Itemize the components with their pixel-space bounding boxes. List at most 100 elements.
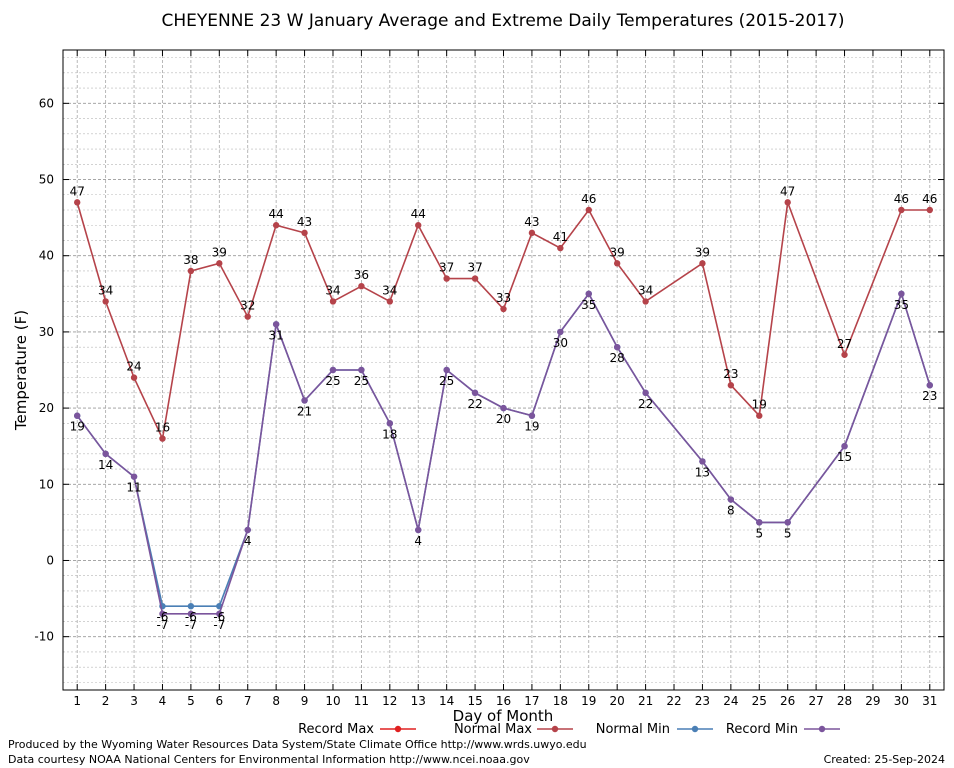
record-min-point — [841, 442, 848, 450]
record-min-point — [358, 366, 365, 374]
normal-max-point — [926, 206, 933, 214]
record-min-point — [784, 519, 791, 526]
record-min-label: 31 — [269, 328, 284, 342]
record-min-point — [102, 450, 109, 458]
record-min-point — [216, 610, 223, 618]
normal-max-label: 36 — [354, 268, 369, 282]
x-tick-label: 28 — [837, 694, 852, 708]
record-min-point — [898, 290, 905, 298]
record-min-label: 21 — [297, 404, 312, 418]
y-tick-label: 30 — [39, 325, 54, 339]
normal-max-label: 34 — [98, 283, 113, 297]
normal-max-label: 43 — [524, 215, 539, 229]
record-min-label: 25 — [354, 374, 369, 388]
record-min-label: 5 — [755, 526, 763, 540]
record-min-label: 35 — [581, 298, 596, 312]
record-min-label: 25 — [439, 374, 454, 388]
record-min-point — [386, 420, 394, 427]
record-min-label: 30 — [553, 336, 568, 350]
record-min-line — [76, 291, 931, 615]
normal-max-label: 44 — [269, 207, 284, 221]
record-min-point — [244, 526, 251, 534]
y-tick-label: 10 — [39, 477, 54, 491]
y-tick-label: 20 — [39, 401, 54, 415]
x-tick-label: 27 — [808, 694, 823, 708]
record-min-point — [756, 519, 763, 526]
x-tick-label: 3 — [130, 694, 138, 708]
x-tick-label: 6 — [215, 694, 223, 708]
normal-max-label: 38 — [183, 253, 198, 267]
normal-max-point — [358, 282, 365, 290]
record-min-label: 19 — [70, 420, 85, 434]
normal-max-point — [329, 298, 337, 305]
normal-max-point — [699, 260, 706, 267]
y-tick-label: -10 — [34, 630, 54, 644]
footer-data-courtesy: Data courtesy NOAA National Centers for … — [8, 753, 530, 766]
record-min-point — [699, 458, 706, 465]
normal-max-line — [76, 202, 930, 442]
x-tick-label: 4 — [159, 694, 167, 708]
x-tick-label: 31 — [922, 694, 937, 708]
normal-max-label: 19 — [752, 398, 767, 412]
normal-min-label: -6 — [156, 610, 168, 624]
chart-title: CHEYENNE 23 W January Average and Extrem… — [161, 11, 844, 31]
record-min-point — [74, 412, 81, 419]
record-min-point — [642, 389, 649, 397]
legend-marker-normal-min — [691, 725, 699, 733]
record-min-label: 4 — [244, 534, 252, 548]
footer-created: Created: 25-Sep-2024 — [823, 753, 945, 766]
record-min-point — [130, 473, 138, 480]
y-tick-label: 60 — [39, 96, 54, 110]
normal-max-label: 44 — [411, 207, 426, 221]
normal-max-label: 37 — [467, 261, 482, 275]
x-axis-title: Day of Month — [453, 707, 554, 725]
legend-label-normal-min: Normal Min — [596, 722, 670, 737]
x-tick-label: 23 — [695, 694, 710, 708]
normal-max-label: 24 — [126, 360, 141, 374]
normal-max-label: 23 — [723, 367, 738, 381]
record-min-label: 35 — [894, 298, 909, 312]
normal-max-point — [500, 305, 507, 313]
normal-max-point — [557, 244, 564, 252]
normal-max-point — [386, 298, 394, 305]
normal-max-point — [471, 275, 479, 282]
normal-max-point — [102, 298, 109, 305]
normal-max-label: 39 — [610, 245, 625, 259]
record-min-label: 5 — [784, 526, 792, 540]
record-min-point — [500, 404, 507, 412]
legend-marker-record-max — [394, 725, 402, 733]
record-min-point — [415, 526, 422, 534]
normal-max-label: 39 — [212, 245, 227, 259]
record-min-label: 13 — [695, 465, 710, 479]
record-min-label: 28 — [610, 351, 625, 365]
normal-max-label: 47 — [780, 184, 795, 198]
normal-max-point — [187, 267, 195, 275]
record-min-label: 11 — [126, 481, 141, 495]
normal-max-point — [159, 435, 166, 442]
record-min-point — [443, 366, 450, 374]
x-tick-label: 20 — [610, 694, 625, 708]
x-tick-label: 26 — [780, 694, 795, 708]
record-min-label: 15 — [837, 450, 852, 464]
normal-max-label: 43 — [297, 215, 312, 229]
series-layer — [74, 199, 933, 618]
record-min-label: 18 — [382, 427, 397, 441]
normal-max-point — [244, 313, 251, 320]
normal-max-point — [528, 229, 536, 237]
normal-min-point — [187, 602, 195, 610]
record-min-label: 20 — [496, 412, 511, 426]
normal-max-label: 34 — [325, 283, 340, 297]
normal-max-label: 16 — [155, 421, 170, 435]
normal-max-point — [898, 206, 905, 214]
legend-marker-record-min — [818, 725, 826, 733]
grid — [63, 50, 944, 690]
normal-max-point — [613, 260, 621, 267]
normal-max-point — [642, 298, 649, 305]
normal-max-label: 46 — [922, 192, 937, 206]
x-tick-label: 5 — [187, 694, 195, 708]
record-min-label: 14 — [98, 458, 113, 472]
x-tick-label: 25 — [752, 694, 767, 708]
footer-produced-by: Produced by the Wyoming Water Resources … — [8, 738, 587, 751]
record-min-label: 22 — [638, 397, 653, 411]
